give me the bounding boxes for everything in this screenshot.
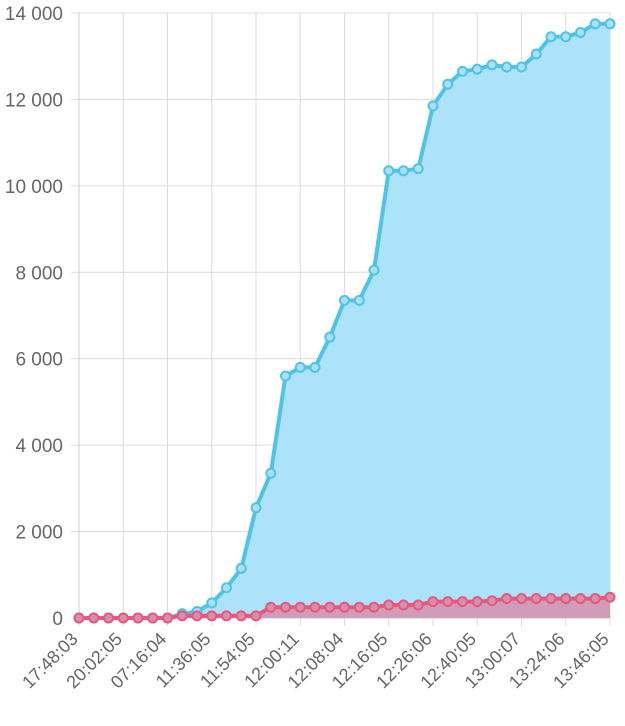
data-point-series-2 (457, 596, 468, 608)
y-tick-label: 4 000 (15, 436, 63, 457)
data-point-series-2 (280, 601, 291, 613)
y-axis-ticks: 0 2 000 4 000 6 000 8 000 10 000 12 000 14 000 (5, 4, 63, 630)
data-point-series-1 (501, 61, 513, 73)
data-point-series-2 (442, 596, 454, 608)
data-point-series-1 (516, 61, 527, 73)
data-point-series-2 (309, 601, 321, 613)
data-point-series-1 (353, 294, 365, 306)
data-point-series-1 (398, 165, 409, 177)
data-point-series-1 (250, 502, 262, 514)
data-point-series-2 (235, 610, 247, 622)
data-point-series-2 (501, 593, 513, 605)
data-point-series-1 (589, 18, 601, 30)
y-tick-label: 14 000 (5, 4, 63, 25)
y-tick-label: 0 (52, 609, 63, 630)
data-point-series-2 (368, 601, 380, 613)
data-point-series-2 (103, 612, 114, 624)
data-point-series-1 (368, 264, 380, 276)
data-point-series-1 (324, 331, 336, 343)
data-point-series-2 (575, 593, 586, 605)
data-point-series-1 (265, 467, 277, 479)
data-point-series-1 (235, 562, 247, 574)
y-tick-label: 8 000 (15, 263, 63, 284)
data-point-series-1 (221, 582, 232, 594)
data-point-series-2 (73, 612, 85, 624)
data-point-series-1 (280, 370, 291, 382)
data-point-series-2 (530, 593, 542, 605)
data-point-series-2 (265, 601, 277, 613)
y-tick-label: 12 000 (5, 90, 63, 111)
data-point-series-2 (383, 599, 395, 611)
data-point-series-2 (427, 596, 439, 608)
series-points (73, 18, 616, 624)
data-point-series-2 (486, 595, 498, 607)
data-point-series-2 (589, 593, 601, 605)
data-point-series-2 (88, 612, 100, 624)
data-point-series-1 (412, 163, 424, 175)
data-point-series-2 (353, 601, 365, 613)
data-point-series-1 (383, 165, 395, 177)
data-point-series-1 (309, 361, 321, 373)
data-point-series-2 (250, 610, 262, 622)
data-point-series-2 (398, 599, 409, 611)
data-point-series-2 (206, 610, 218, 622)
data-point-series-1 (442, 78, 454, 90)
data-point-series-2 (191, 610, 203, 622)
data-point-series-2 (471, 596, 483, 608)
data-point-series-2 (162, 612, 173, 624)
data-point-series-2 (516, 593, 527, 605)
data-point-series-1 (560, 31, 572, 43)
data-point-series-2 (560, 593, 572, 605)
data-point-series-1 (604, 18, 616, 30)
data-point-series-1 (339, 294, 350, 306)
data-point-series-1 (575, 26, 586, 38)
data-point-series-2 (294, 601, 306, 613)
data-point-series-2 (604, 591, 616, 603)
y-tick-label: 6 000 (15, 350, 63, 371)
data-point-series-2 (221, 610, 232, 622)
data-point-series-1 (545, 31, 557, 43)
data-point-series-2 (132, 612, 144, 624)
data-point-series-1 (427, 100, 439, 112)
data-point-series-2 (324, 601, 336, 613)
x-axis-ticks: 17:48:0320:02:0507:16:0411:36:0511:54:05… (18, 629, 613, 693)
series-area-1 (79, 23, 610, 619)
y-tick-label: 2 000 (15, 523, 63, 544)
data-point-series-1 (471, 63, 483, 75)
data-point-series-1 (530, 48, 542, 60)
data-point-series-2 (545, 593, 557, 605)
y-tick-label: 10 000 (5, 177, 63, 198)
data-point-series-1 (486, 59, 498, 71)
data-point-series-2 (147, 612, 159, 624)
data-point-series-2 (412, 599, 424, 611)
data-point-series-2 (339, 601, 350, 613)
data-point-series-1 (294, 361, 306, 373)
data-point-series-2 (176, 610, 188, 622)
data-point-series-1 (457, 65, 468, 77)
data-point-series-2 (117, 612, 129, 624)
data-point-series-1 (206, 597, 218, 609)
